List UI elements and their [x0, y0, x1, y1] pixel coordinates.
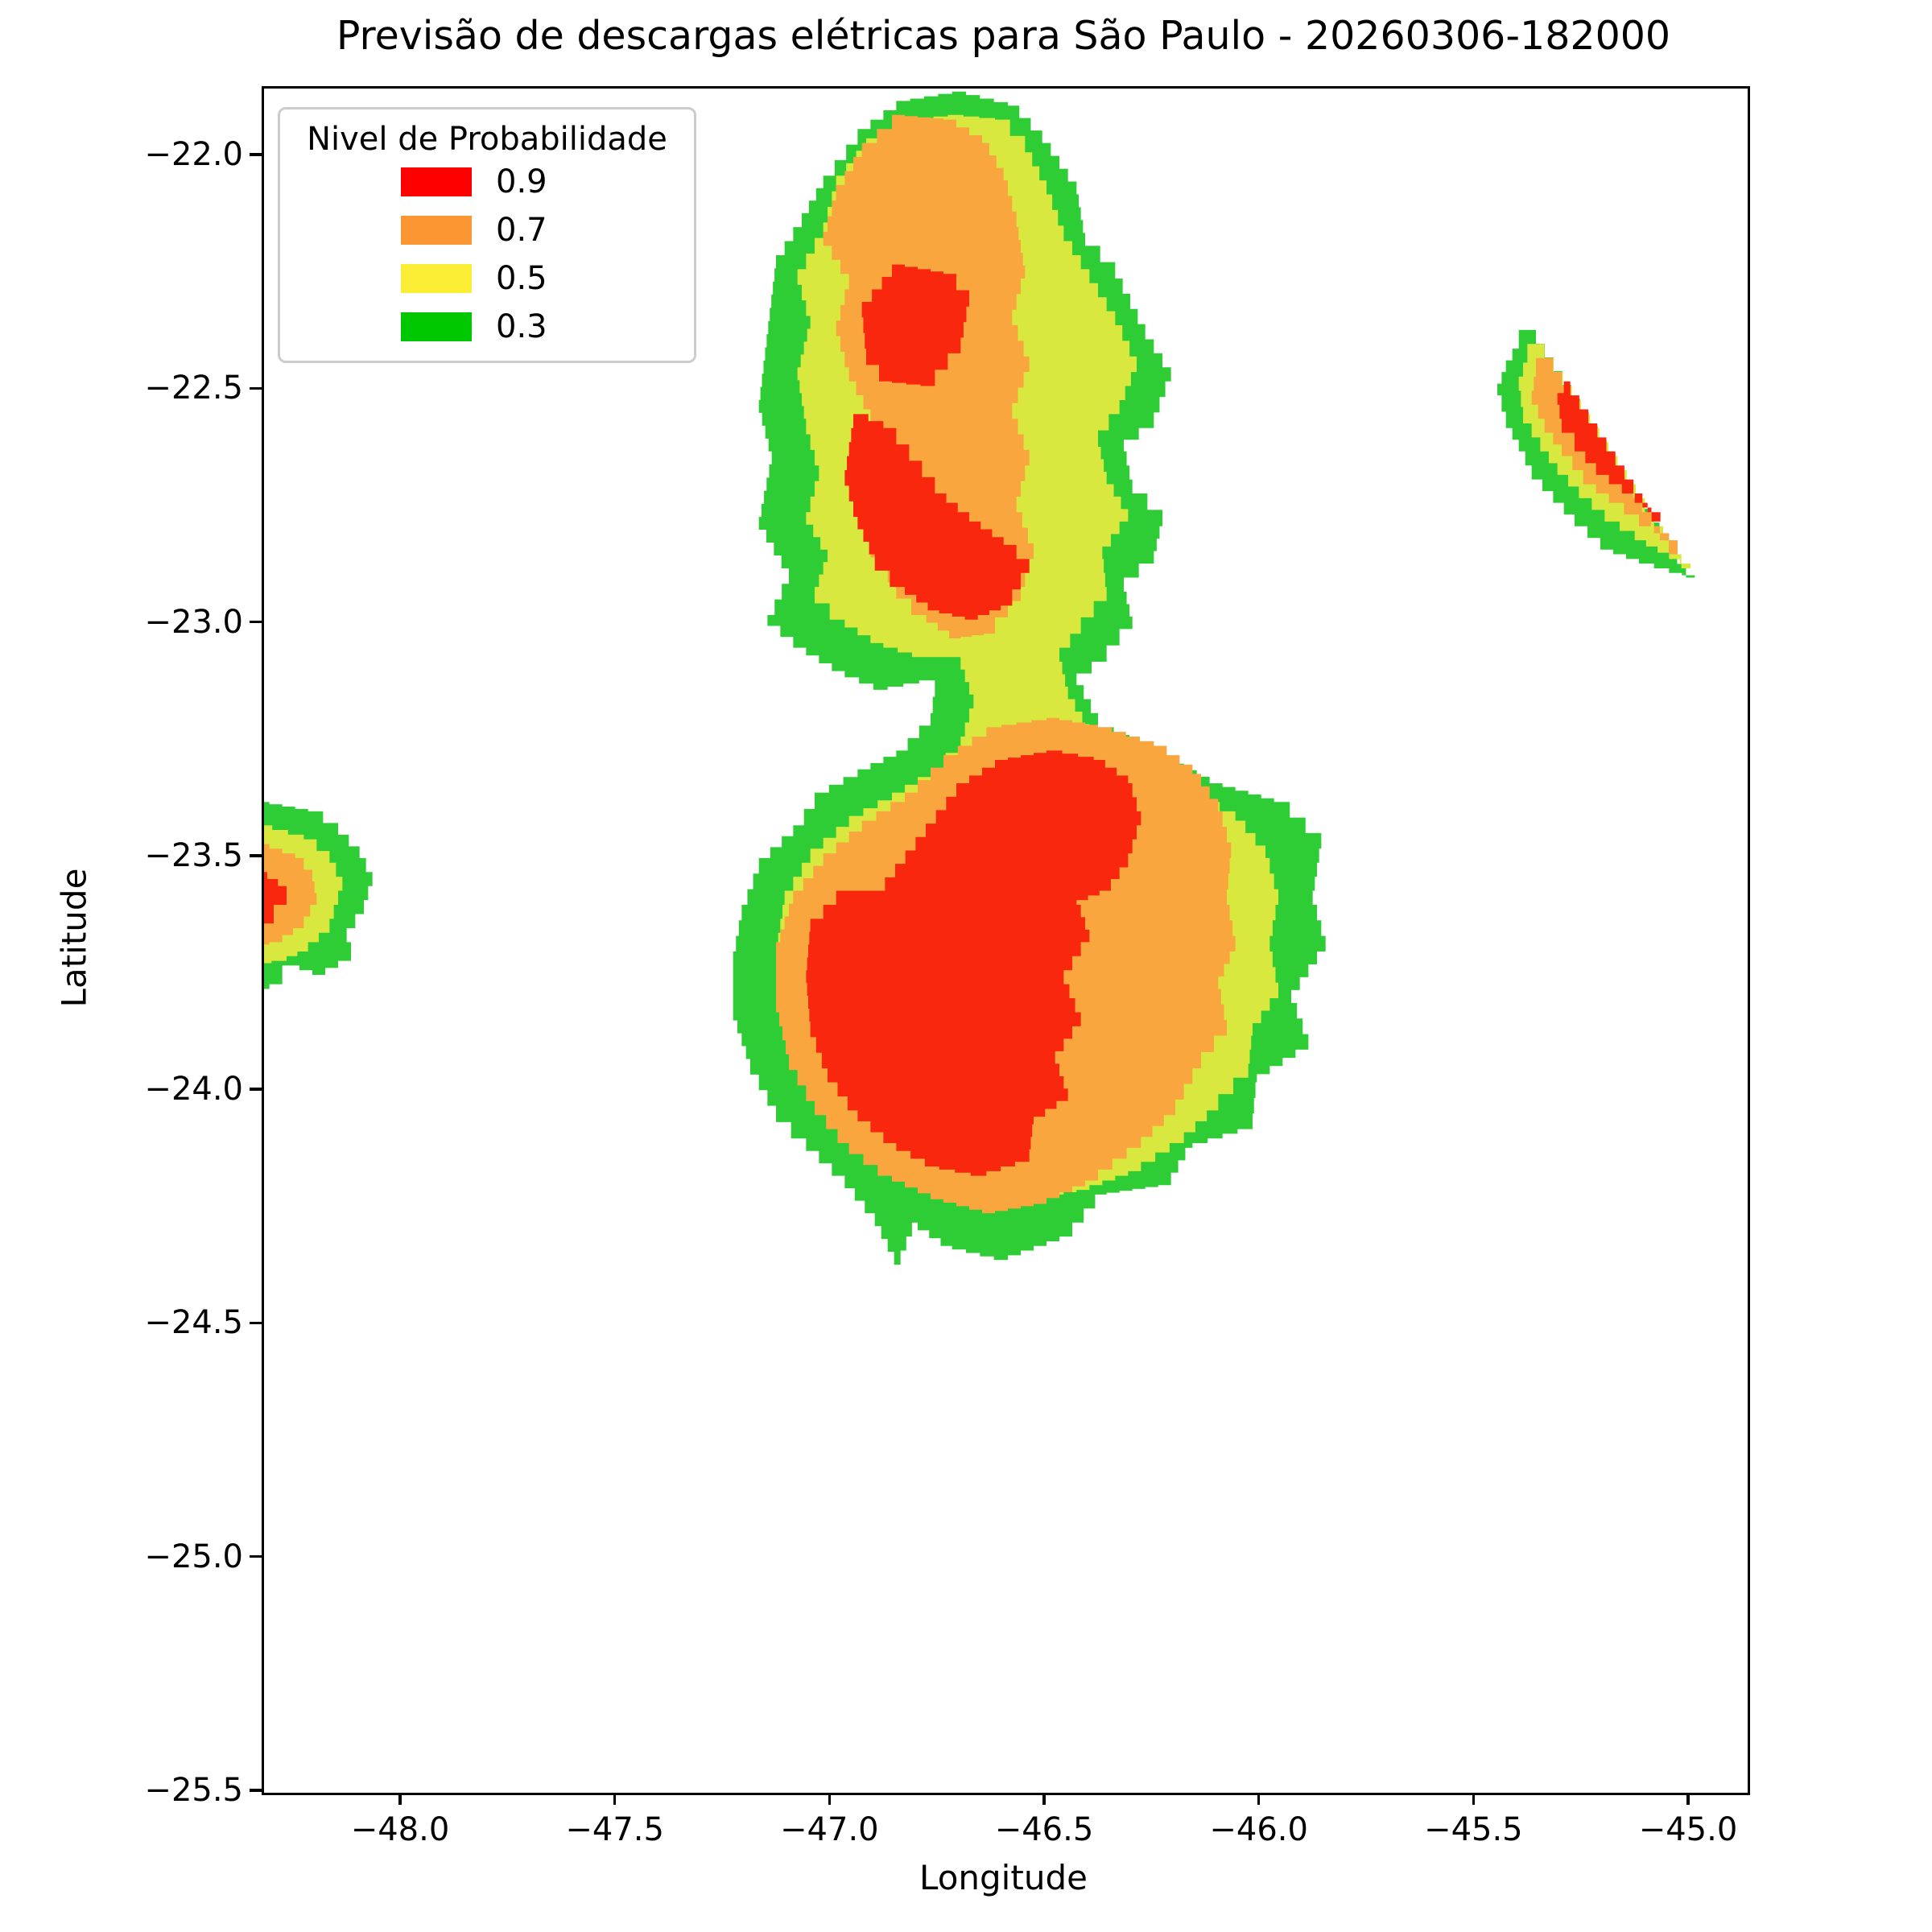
legend-swatch-0.3 — [401, 312, 472, 341]
y-tick-label: −23.5 — [144, 836, 243, 874]
x-tick-mark — [1257, 1793, 1261, 1806]
legend-row-0.7: 0.7 — [280, 206, 694, 254]
contour-region-north-core-upper-p90 — [861, 264, 970, 386]
y-tick-mark — [250, 1789, 262, 1792]
contour-region-west-edge-cell-p70 — [264, 844, 317, 945]
legend-swatch-0.5 — [401, 264, 472, 293]
legend-label: 0.3 — [496, 308, 547, 345]
y-tick-label: −22.0 — [144, 136, 243, 174]
x-tick-mark — [398, 1793, 402, 1806]
x-tick-mark — [1042, 1793, 1046, 1806]
y-axis-label: Latitude — [54, 868, 94, 1008]
x-tick-mark — [1686, 1793, 1690, 1806]
y-tick-mark — [250, 854, 262, 857]
y-tick-label: −24.5 — [144, 1304, 243, 1342]
y-tick-label: −25.0 — [144, 1538, 243, 1575]
x-tick-label: −45.0 — [1638, 1811, 1738, 1848]
x-tick-mark — [828, 1793, 832, 1806]
legend-row-0.3: 0.3 — [280, 303, 694, 351]
chart-title: Previsão de descargas elétricas para São… — [336, 13, 1671, 59]
x-tick-mark — [613, 1793, 617, 1806]
y-tick-label: −22.5 — [144, 369, 243, 407]
y-tick-mark — [250, 620, 262, 624]
x-tick-mark — [1472, 1793, 1476, 1806]
x-tick-label: −46.0 — [1209, 1811, 1308, 1848]
legend-label: 0.5 — [496, 260, 547, 297]
y-tick-label: −23.0 — [144, 603, 243, 641]
legend-swatch-0.7 — [401, 216, 472, 245]
x-tick-label: −45.5 — [1424, 1811, 1523, 1848]
y-tick-mark — [250, 1321, 262, 1325]
legend-rows: 0.9 0.7 0.5 0.3 — [280, 158, 694, 351]
y-tick-mark — [250, 386, 262, 390]
y-tick-mark — [250, 1555, 262, 1558]
y-tick-label: −25.5 — [144, 1772, 243, 1809]
x-tick-label: −47.0 — [780, 1811, 879, 1848]
contour-region-south-core-p90 — [806, 750, 1141, 1176]
legend-label: 0.7 — [496, 212, 547, 249]
contour-region-west-edge-cell-p90 — [264, 872, 287, 924]
x-axis-label: Longitude — [919, 1858, 1088, 1897]
legend-label: 0.9 — [496, 163, 547, 200]
legend-swatch-0.9 — [401, 167, 472, 196]
y-tick-label: −24.0 — [144, 1071, 243, 1108]
x-tick-label: −47.5 — [565, 1811, 664, 1848]
legend: Nivel de Probabilidade 0.9 0.7 0.5 0.3 — [278, 107, 696, 363]
y-tick-mark — [250, 1088, 262, 1091]
contour-map — [264, 91, 1695, 1265]
legend-row-0.5: 0.5 — [280, 254, 694, 303]
legend-row-0.9: 0.9 — [280, 158, 694, 206]
plot-area — [262, 86, 1750, 1795]
contour-region-northeast-wedge-p90 — [1557, 381, 1661, 522]
x-tick-label: −48.0 — [350, 1811, 450, 1848]
contour-region-north-core-lower-p90 — [844, 414, 1030, 620]
legend-title: Nivel de Probabilidade — [307, 121, 667, 158]
y-tick-mark — [250, 153, 262, 156]
x-tick-label: −46.5 — [994, 1811, 1094, 1848]
